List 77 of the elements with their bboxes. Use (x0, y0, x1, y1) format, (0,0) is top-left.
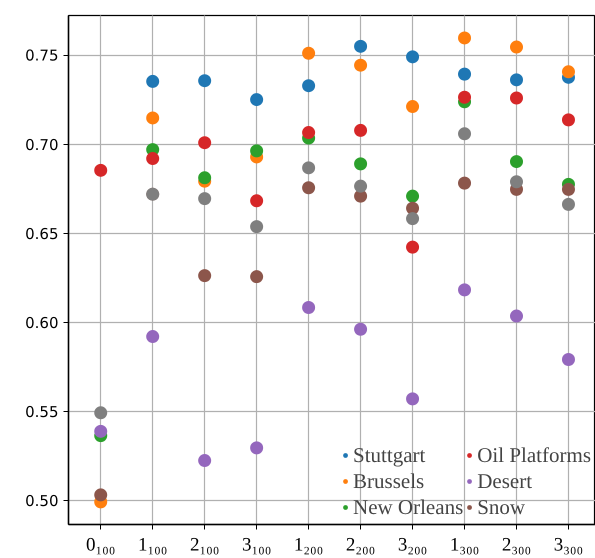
point (406, 392, 420, 406)
x-tick-label: 2₂₀₀ (346, 534, 376, 556)
point (250, 194, 264, 208)
y-tick-label: 0.75 (25, 46, 59, 65)
point (510, 155, 523, 168)
point (250, 144, 264, 158)
point (198, 74, 212, 88)
point (146, 152, 160, 166)
point (94, 488, 108, 502)
point (354, 58, 368, 72)
point (562, 353, 575, 366)
point (458, 176, 472, 190)
legend-label: Brussels (353, 468, 424, 494)
point (250, 220, 264, 234)
point (562, 65, 575, 78)
point (354, 180, 368, 193)
point (354, 40, 368, 53)
legend-label: New Orleans (353, 494, 464, 520)
x-tick-label: 1₃₀₀ (450, 534, 480, 556)
point (146, 330, 160, 344)
point (198, 171, 212, 184)
point (94, 164, 108, 177)
legend-label: Snow (477, 494, 526, 520)
point (302, 46, 316, 60)
point (458, 68, 472, 81)
point (458, 90, 472, 104)
y-tick-label: 0.70 (25, 136, 59, 154)
x-tick-label: 3₃₀₀ (554, 534, 584, 556)
point (406, 50, 420, 64)
point (510, 73, 523, 86)
legend-label: Desert (477, 468, 532, 494)
point (458, 283, 472, 296)
point (302, 126, 316, 140)
x-tick-label: 1₁₀₀ (138, 534, 168, 556)
point (198, 192, 212, 206)
point (302, 301, 316, 314)
point (406, 100, 420, 114)
x-tick-label: 3₂₀₀ (398, 534, 428, 556)
point (510, 40, 523, 54)
point (250, 441, 264, 454)
x-tick-label: 2₃₀₀ (502, 534, 532, 556)
x-tick-label: 0₁₀₀ (86, 534, 116, 556)
point (510, 175, 523, 188)
point (302, 79, 316, 92)
point (562, 182, 575, 196)
point (562, 113, 575, 126)
point (406, 190, 420, 203)
y-tick-label: 0.65 (25, 224, 59, 243)
point (198, 136, 212, 150)
point (250, 270, 264, 284)
point (146, 111, 160, 124)
point (250, 93, 264, 106)
point (406, 240, 420, 254)
point (302, 161, 316, 174)
x-tick-label: 2₁₀₀ (190, 534, 220, 556)
point (198, 269, 212, 282)
point (198, 454, 212, 468)
point (406, 212, 420, 226)
point (94, 406, 108, 420)
point (562, 198, 575, 211)
legend-label: Oil Platforms (477, 442, 591, 468)
point (510, 310, 523, 323)
y-tick-label: 0.50 (25, 492, 59, 510)
y-tick-label: 0.55 (25, 403, 59, 422)
point (302, 181, 316, 194)
point (510, 92, 523, 104)
point (146, 74, 160, 88)
point (354, 157, 368, 170)
point (94, 424, 108, 438)
point (458, 127, 472, 140)
point (458, 31, 472, 44)
point (354, 124, 368, 137)
x-tick-label: 3₁₀₀ (242, 534, 272, 556)
legend-label: Stuttgart (353, 442, 426, 468)
point (354, 322, 368, 336)
y-tick-label: 0.60 (25, 314, 59, 332)
x-tick-label: 1₂₀₀ (294, 534, 324, 556)
